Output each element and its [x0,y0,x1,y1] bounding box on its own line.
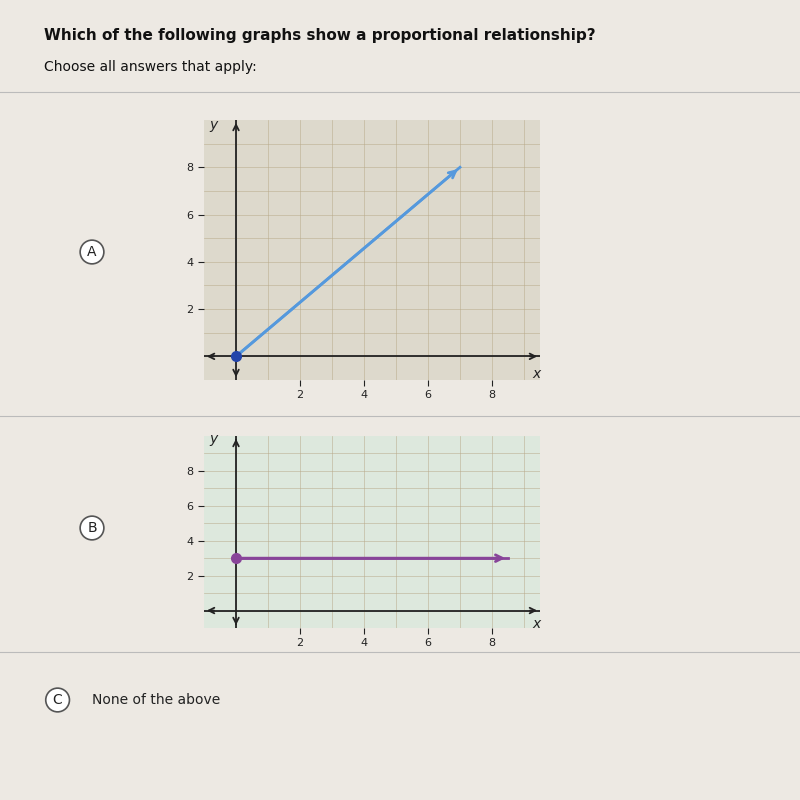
Text: A: A [87,245,97,259]
Text: B: B [87,521,97,535]
Text: x: x [533,367,541,381]
Text: C: C [53,693,62,707]
Text: None of the above: None of the above [92,693,220,707]
Text: Which of the following graphs show a proportional relationship?: Which of the following graphs show a pro… [44,28,596,43]
Text: Choose all answers that apply:: Choose all answers that apply: [44,60,257,74]
Text: y: y [210,433,218,446]
Text: y: y [210,118,218,132]
Text: x: x [533,617,541,630]
